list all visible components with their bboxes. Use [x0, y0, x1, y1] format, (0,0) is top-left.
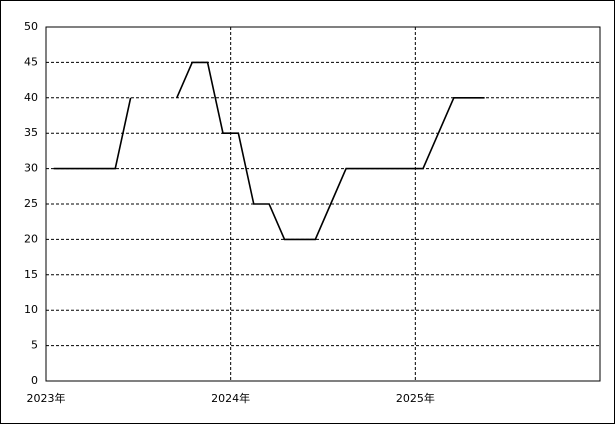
x-tick-label: 2024年	[211, 391, 250, 405]
y-tick-label: 35	[24, 126, 38, 139]
plot-frame	[45, 26, 601, 382]
y-tick-label: 5	[31, 339, 38, 352]
y-tick-label: 15	[24, 268, 38, 281]
y-tick-label: 45	[24, 55, 38, 68]
y-tick-label: 50	[24, 20, 38, 33]
line-series	[53, 61, 485, 241]
x-tick-label: 2025年	[396, 391, 435, 405]
y-tick-label: 30	[24, 162, 38, 175]
y-tick-label: 25	[24, 197, 38, 210]
x-tick-label: 2023年	[27, 391, 66, 405]
y-tick-label: 20	[24, 232, 38, 245]
y-tick-label: 10	[24, 303, 38, 316]
y-tick-label: 40	[24, 91, 38, 104]
y-tick-label: 0	[31, 374, 38, 387]
